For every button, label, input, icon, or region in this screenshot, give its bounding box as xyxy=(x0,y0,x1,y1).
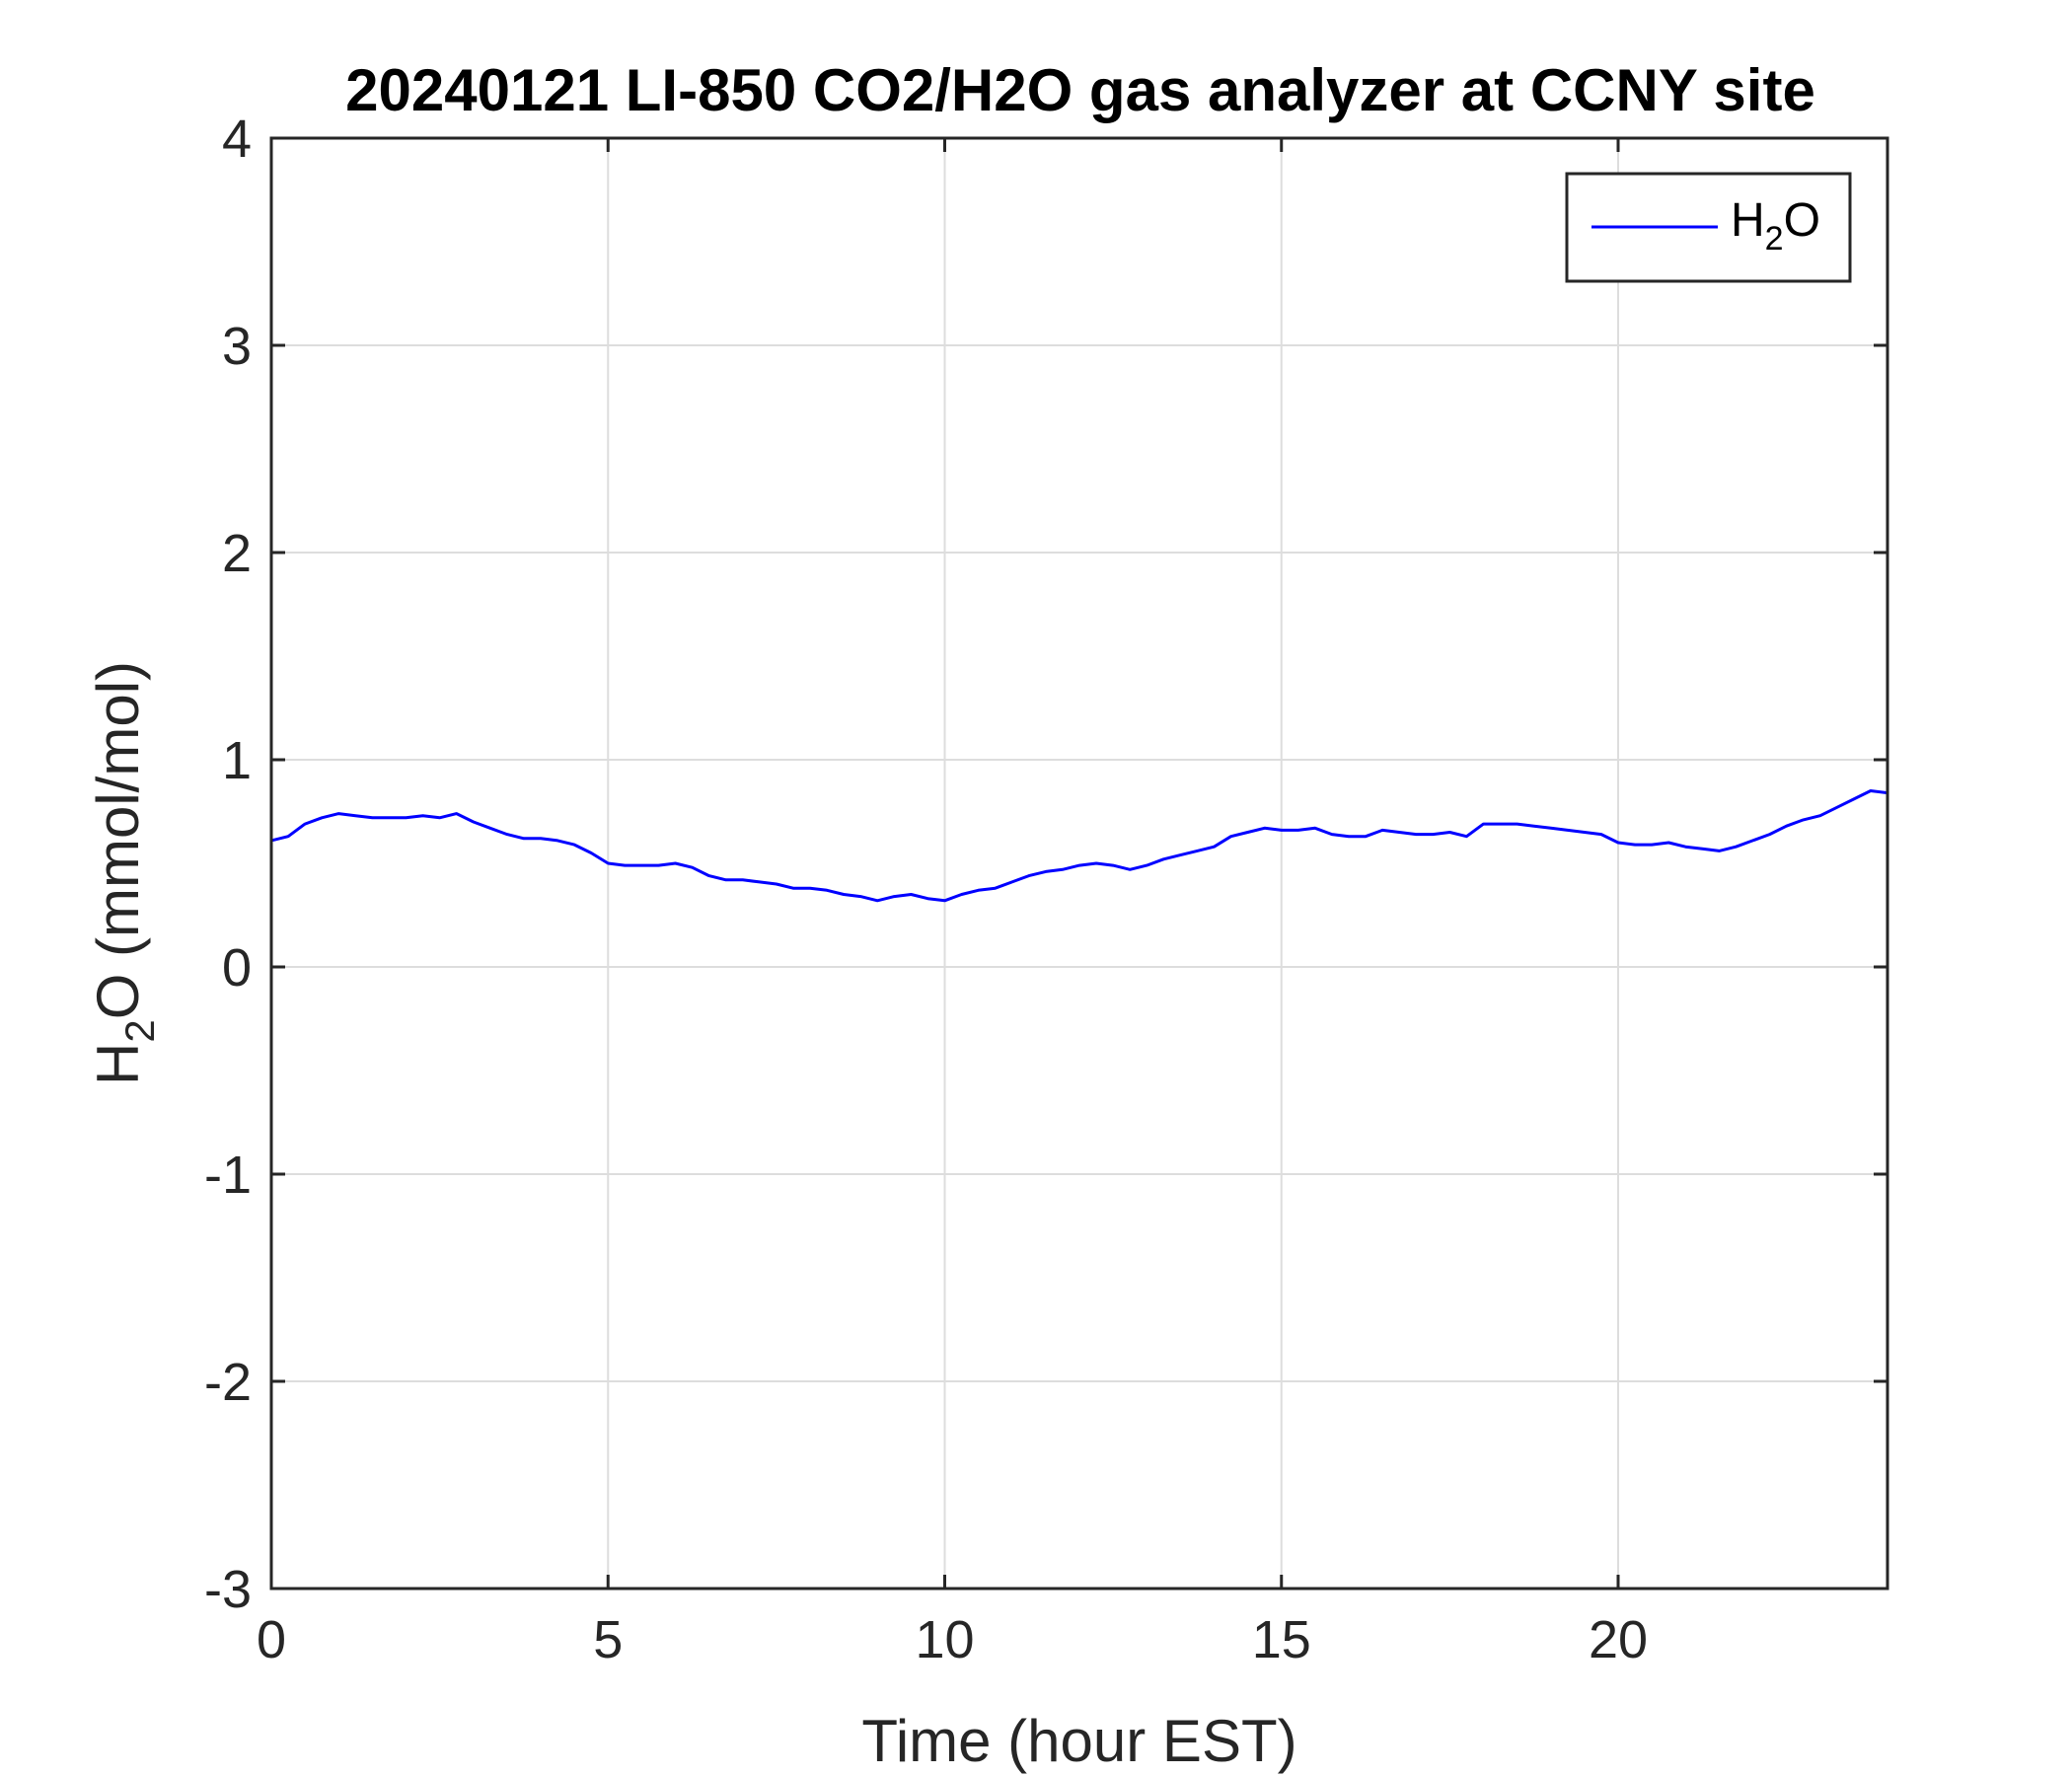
x-tick-label: 10 xyxy=(915,1610,974,1669)
y-tick-label: 0 xyxy=(222,938,252,998)
y-tick-label: -2 xyxy=(204,1353,252,1412)
y-axis-label-subscript: 2 xyxy=(116,1019,163,1042)
legend: H2O xyxy=(1565,172,1852,283)
series-line-h2o xyxy=(270,789,1888,903)
legend-label-subscript: 2 xyxy=(1765,220,1784,258)
y-tick-labels: -3 -2 -1 0 1 2 3 4 xyxy=(204,110,252,1619)
y-axis-label-rest: O (mmol/mol) xyxy=(85,661,151,1019)
legend-label-rest: O xyxy=(1784,194,1820,247)
chart-title: 20240121 LI-850 CO2/H2O gas analyzer at … xyxy=(345,57,1815,123)
x-tick-labels: 0 5 10 15 20 xyxy=(257,1610,1648,1669)
x-tick-label: 15 xyxy=(1252,1610,1311,1669)
tick-marks xyxy=(269,136,1887,1591)
y-axis-label-main: H xyxy=(85,1043,151,1085)
y-tick-label: 3 xyxy=(222,317,252,376)
grid-lines xyxy=(271,138,1887,1589)
x-tick-label: 20 xyxy=(1589,1610,1648,1669)
legend-label-h2o: H2O xyxy=(1731,194,1820,258)
y-tick-label: -1 xyxy=(204,1146,252,1205)
series-layer xyxy=(270,789,1888,903)
x-tick-label: 0 xyxy=(257,1610,286,1669)
y-tick-label: 2 xyxy=(222,524,252,583)
x-axis-label: Time (hour EST) xyxy=(861,1708,1296,1774)
x-tick-label: 5 xyxy=(593,1610,623,1669)
y-tick-label: 4 xyxy=(222,110,252,169)
y-axis-label: H2O (mmol/mol) xyxy=(85,661,163,1085)
plot-frame xyxy=(269,136,1889,1591)
y-tick-label: 1 xyxy=(222,731,252,790)
legend-label-main: H xyxy=(1731,194,1765,247)
y-tick-label: -3 xyxy=(204,1560,252,1619)
